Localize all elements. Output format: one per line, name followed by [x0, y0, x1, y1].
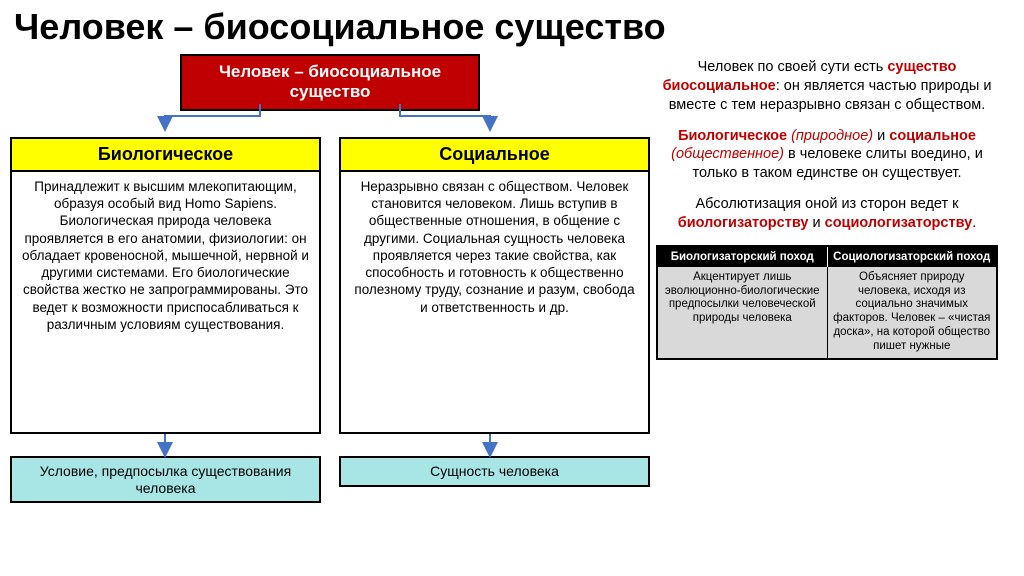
table-header: Биологизаторский поход Социологизаторски…: [658, 247, 996, 267]
bio-body: Принадлежит к высшим млекопитающим, обра…: [12, 172, 319, 432]
paragraph-3: Абсолютизация оной из сторон ведет к био…: [656, 195, 998, 233]
th-soc: Социологизаторский поход: [828, 247, 997, 267]
bio-column: Биологическое Принадлежит к высшим млеко…: [10, 137, 321, 434]
bio-header: Биологическое: [12, 139, 319, 172]
root-node: Человек – биосоциальное существо: [180, 54, 480, 111]
diagram-area: Человек – биосоциальное существо Биологи…: [10, 54, 650, 503]
bio-footer: Условие, предпосылка существования челов…: [10, 456, 321, 504]
soc-column: Социальное Неразрывно связан с обществом…: [339, 137, 650, 434]
sidebar-text: Человек по своей сути есть существо биос…: [650, 54, 1004, 503]
approaches-table: Биологизаторский поход Социологизаторски…: [656, 245, 998, 360]
page-title: Человек – биосоциальное существо: [0, 0, 1024, 54]
td-soc: Объясняет природу человека, исходя из со…: [828, 267, 997, 358]
soc-header: Социальное: [341, 139, 648, 172]
paragraph-2: Биологическое (природное) и социальное (…: [656, 127, 998, 184]
soc-footer: Сущность человека: [339, 456, 650, 487]
th-bio: Биологизаторский поход: [658, 247, 828, 267]
soc-body: Неразрывно связан с обществом. Человек с…: [341, 172, 648, 432]
paragraph-1: Человек по своей сути есть существо биос…: [656, 58, 998, 115]
table-row: Акцентирует лишь эволюционно-биологическ…: [658, 267, 996, 358]
td-bio: Акцентирует лишь эволюционно-биологическ…: [658, 267, 828, 358]
